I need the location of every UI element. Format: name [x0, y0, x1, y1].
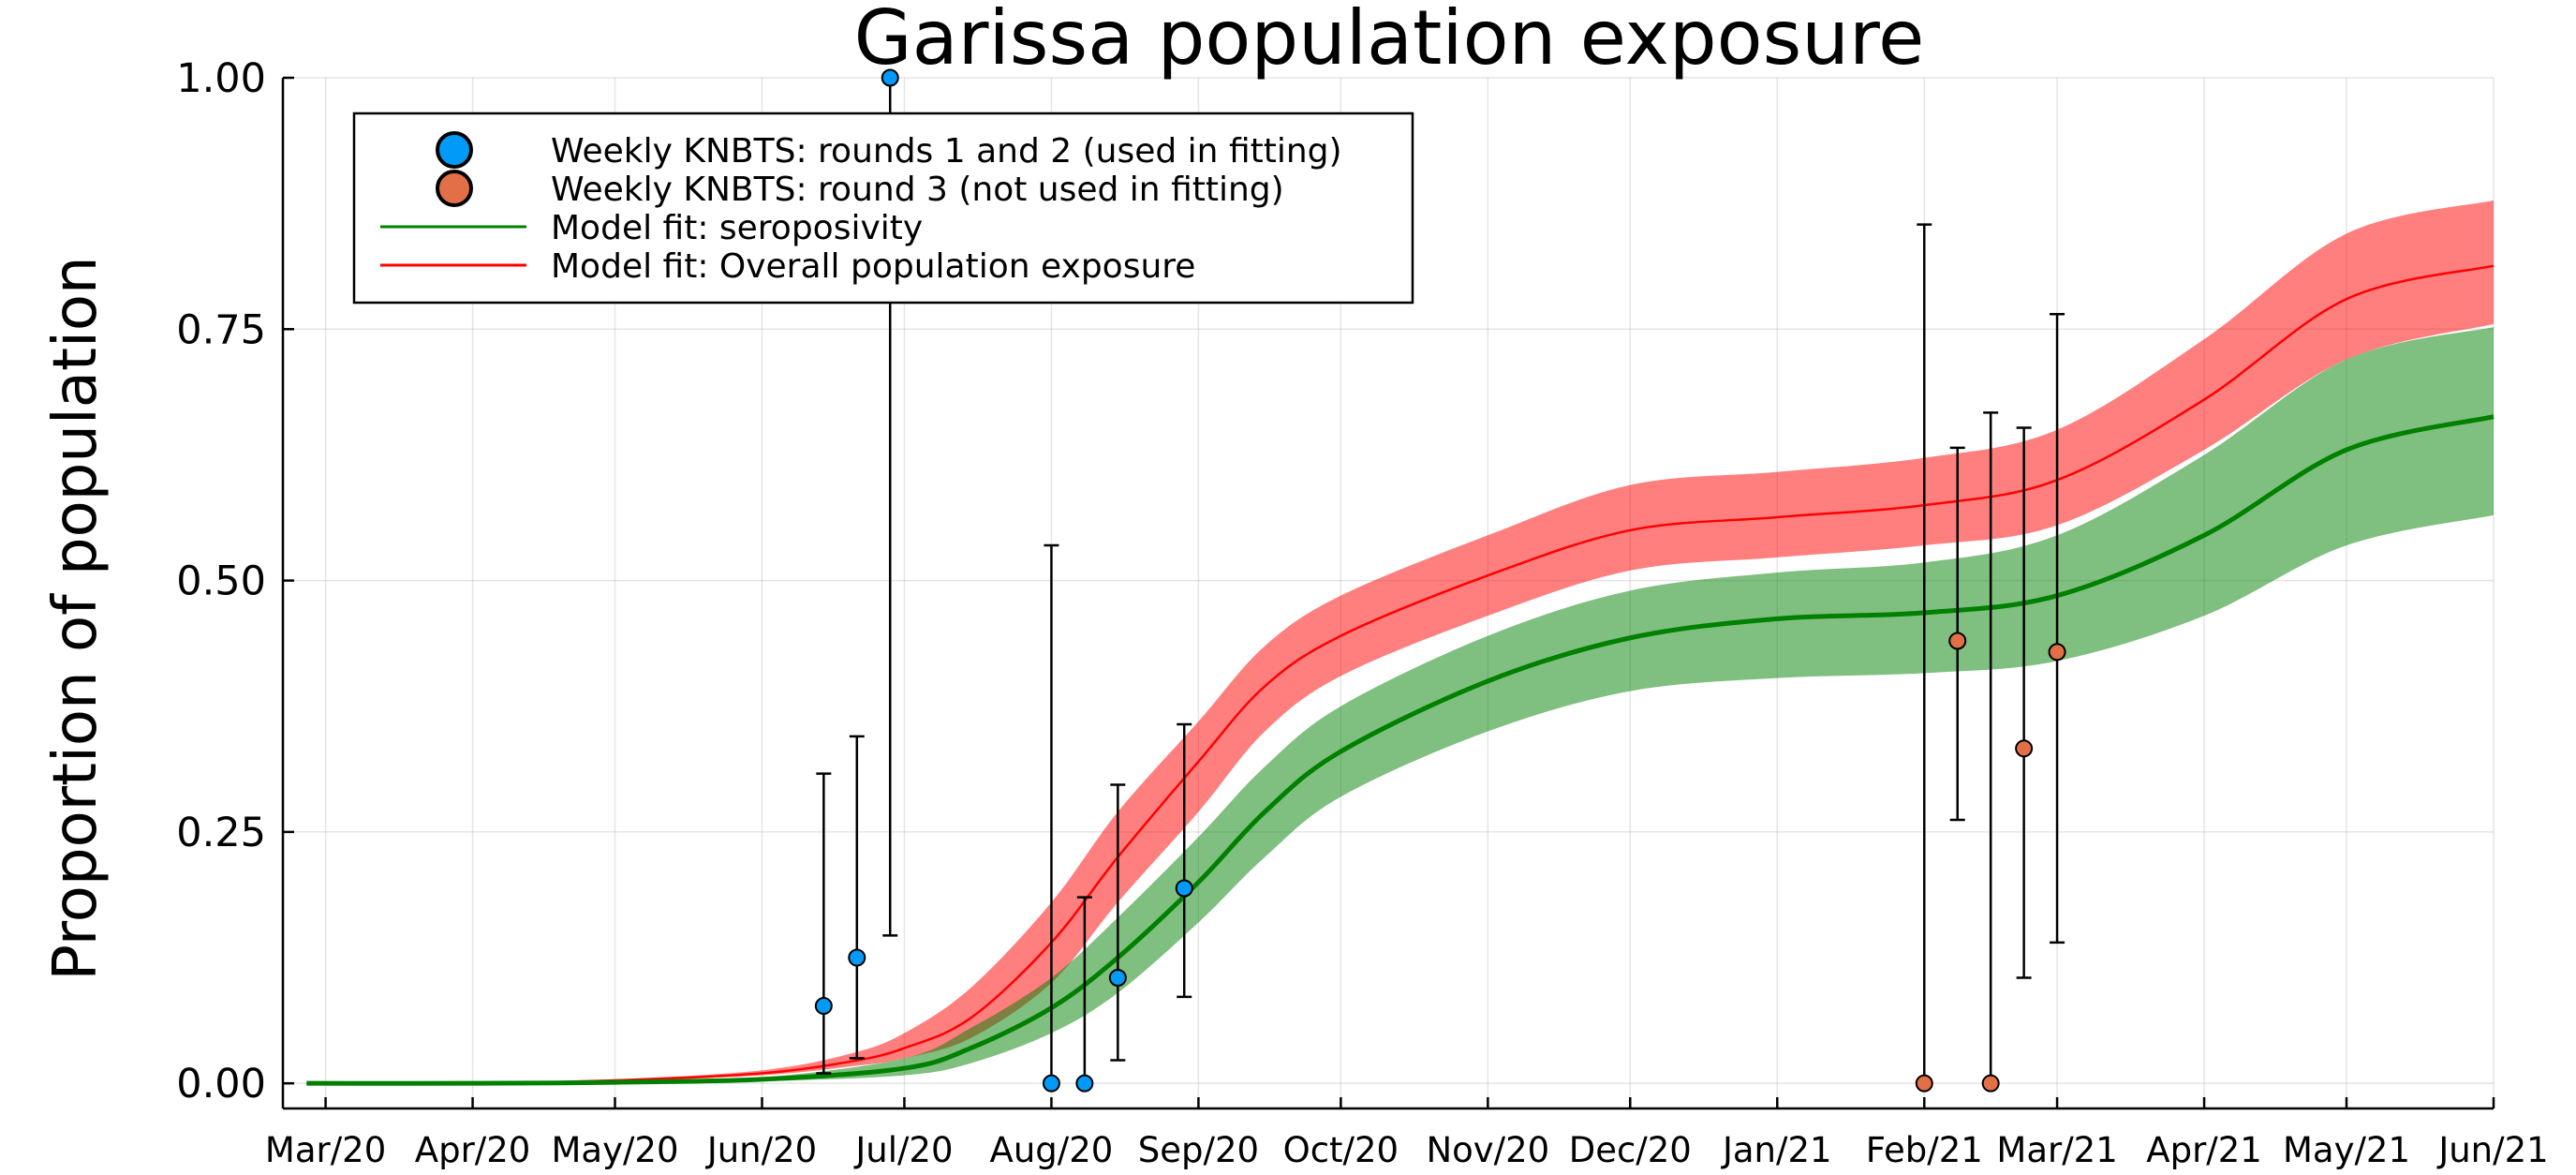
observation [1108, 783, 1127, 1062]
data-point [1915, 1074, 1933, 1093]
y-axis-label: Proportion of population [41, 256, 111, 980]
x-tick-label: Mar/21 [1996, 1130, 2117, 1170]
observation [1175, 722, 1193, 999]
model-lines [306, 264, 2495, 1086]
data-point [1948, 632, 1967, 650]
observation [1042, 543, 1060, 1093]
exposure-band [306, 200, 2495, 1084]
y-tick-label: 1.00 [176, 55, 266, 102]
data-point [1175, 879, 1193, 898]
x-tick-label: Nov/20 [1426, 1130, 1549, 1170]
observation [1915, 223, 1933, 1093]
legend: Weekly KNBTS: rounds 1 and 2 (used in fi… [352, 112, 1414, 305]
data-point [2015, 739, 2034, 758]
legend-label: Weekly KNBTS: rounds 1 and 2 (used in fi… [551, 132, 1342, 171]
x-tick-label: Aug/20 [990, 1130, 1114, 1170]
x-tick-label: Dec/20 [1569, 1130, 1692, 1170]
data-point [814, 997, 833, 1016]
x-tick-label: Jun/21 [2436, 1130, 2548, 1170]
observation [1948, 446, 1967, 822]
x-tick-label: May/21 [2283, 1130, 2410, 1170]
x-tick-label: Feb/21 [1866, 1130, 1983, 1170]
x-tick-label: Jun/20 [705, 1130, 817, 1170]
data-point [1075, 1074, 1094, 1093]
chart-title: Garissa population exposure [854, 0, 1925, 82]
x-tick-label: May/20 [551, 1130, 678, 1170]
confidence-bands [306, 200, 2495, 1084]
y-tick-label: 0.75 [176, 306, 266, 353]
x-tick-label: Mar/20 [265, 1130, 386, 1170]
x-tick-label: Jan/21 [1721, 1130, 1832, 1170]
y-tick-label: 0.00 [176, 1061, 266, 1108]
x-tick-label: Sep/20 [1138, 1130, 1259, 1170]
legend-marker [436, 131, 473, 169]
observation [2048, 312, 2066, 944]
data-point [848, 948, 866, 967]
data-point [881, 68, 899, 87]
observation [1075, 896, 1094, 1093]
data-point [1108, 968, 1127, 987]
legend-marker [436, 170, 473, 207]
tick-labels: Mar/20 Apr/20 May/20 Jun/20 Jul/20 Aug/20 Sep/… [176, 55, 2548, 1170]
x-tick-label: Apr/21 [2146, 1130, 2262, 1170]
y-tick-label: 0.50 [176, 558, 266, 605]
x-tick-label: Apr/20 [415, 1130, 531, 1170]
seropositivity-line [306, 414, 2495, 1086]
legend-label: Model fit: seroposivity [551, 209, 923, 247]
seropositivity-band [306, 327, 2495, 1084]
observation [848, 735, 866, 1060]
data-point [2048, 643, 2066, 662]
observation [1981, 411, 2000, 1093]
data-point [1042, 1074, 1060, 1093]
axes [281, 78, 2494, 1110]
exposure-line [306, 264, 2495, 1085]
data-point [1981, 1074, 2000, 1093]
observation [814, 772, 833, 1075]
x-tick-label: Jul/20 [853, 1130, 953, 1170]
x-tick-label: Oct/20 [1283, 1130, 1399, 1170]
observation [2015, 426, 2034, 979]
legend-box [352, 112, 1414, 305]
y-tick-label: 0.25 [176, 810, 266, 856]
legend-label: Model fit: Overall population exposure [551, 247, 1195, 286]
legend-label: Weekly KNBTS: round 3 (not used in fitti… [551, 171, 1284, 209]
